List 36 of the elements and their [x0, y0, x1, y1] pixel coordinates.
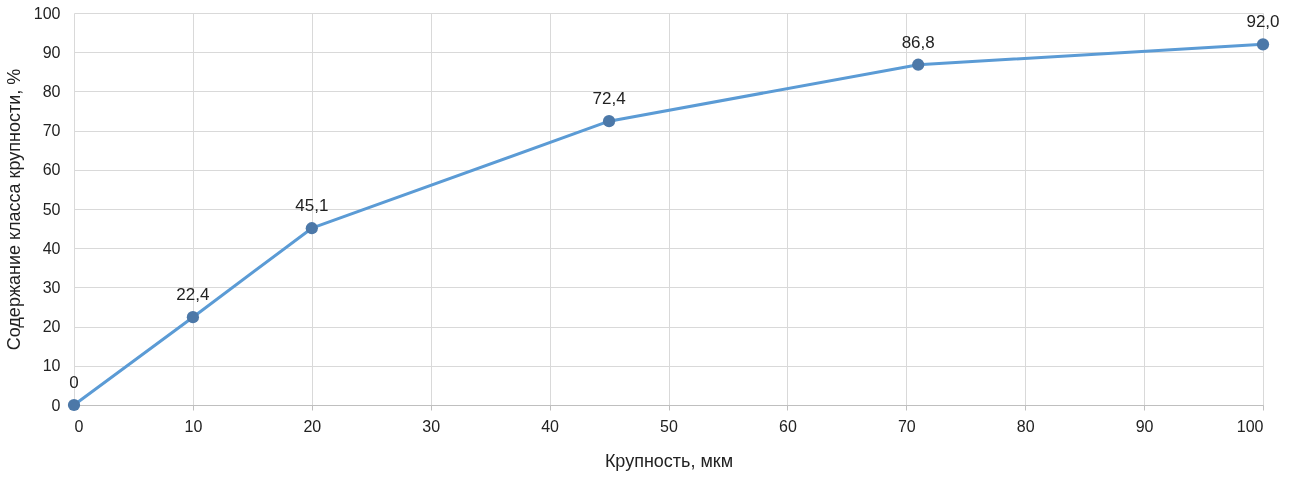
y-tick-label: 0 [51, 396, 61, 414]
y-tick-label: 60 [42, 161, 61, 179]
x-tick-label: 90 [1135, 417, 1154, 435]
point [602, 115, 616, 128]
x-tick-label: 60 [779, 417, 797, 435]
x-tick-label: 80 [1016, 417, 1035, 435]
x-tick-label: 0 [74, 417, 84, 435]
y-tick-label: 90 [42, 43, 61, 61]
x-tick-label: 20 [303, 417, 322, 435]
data-label: 86,8 [901, 32, 935, 52]
data-label: 45,1 [295, 196, 329, 216]
x-tick-label: 30 [422, 417, 441, 435]
data-label: 0 [69, 373, 79, 392]
y-tick-label: 100 [33, 4, 61, 22]
point [67, 398, 81, 412]
y-axis-title: Содержание класса крупности, % [3, 68, 24, 351]
y-tick-label: 40 [42, 239, 61, 257]
point [1256, 38, 1270, 51]
data-label: 92,0 [1246, 12, 1280, 32]
x-tick-label: 40 [541, 417, 560, 435]
data-label: 72,4 [592, 89, 626, 109]
x-tick-label: 10 [184, 417, 203, 435]
point [912, 58, 925, 71]
y-tick-label: 20 [42, 318, 61, 336]
x-tick-label: 50 [660, 417, 678, 435]
y-tick-label: 80 [42, 82, 61, 100]
y-tick-label: 50 [42, 200, 61, 218]
x-tick-label: 70 [897, 417, 916, 435]
y-tick-label: 30 [42, 278, 61, 296]
y-tick-label: 70 [42, 122, 61, 140]
point [305, 222, 318, 235]
data-label: 22,4 [176, 285, 210, 305]
y-tick-label: 10 [42, 357, 61, 375]
x-tick-label: 100 [1236, 417, 1264, 435]
point [186, 311, 200, 324]
x-axis-title: Крупность, мкм [604, 450, 734, 471]
